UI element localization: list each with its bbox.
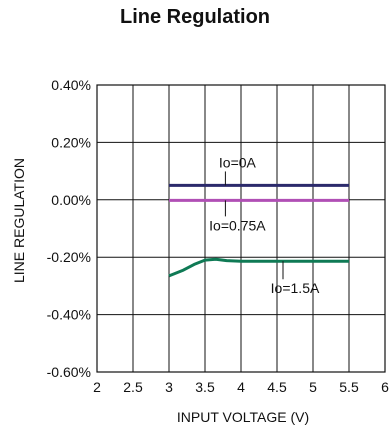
y-tick-labels: 0.40% 0.20% 0.00% -0.20% -0.40% -0.60% — [47, 77, 91, 380]
x-tick-label: 4 — [237, 379, 245, 395]
series-line-3 — [168, 257, 349, 278]
annotations: Io=0A Io=0.75A Io=1.5A — [209, 154, 320, 296]
series-annotation-3: Io=1.5A — [271, 280, 320, 296]
x-tick-labels: 2 2.5 3 3.5 4 4.5 5 5.5 6 — [93, 379, 389, 395]
x-tick-label: 6 — [381, 379, 389, 395]
x-tick-label: 5.5 — [339, 379, 359, 395]
y-axis-title: LINE REGULATION — [11, 158, 27, 283]
y-tick-label: 0.00% — [51, 192, 91, 208]
chart-title: Line Regulation — [120, 6, 270, 28]
series-annotation-2: Io=0.75A — [209, 217, 266, 233]
x-tick-label: 3.5 — [195, 379, 215, 395]
x-tick-label: 5 — [309, 379, 317, 395]
x-tick-label: 4.5 — [267, 379, 287, 395]
x-tick-label: 3 — [165, 379, 173, 395]
x-axis-title: INPUT VOLTAGE (V) — [177, 409, 309, 425]
series-annotation-1: Io=0A — [219, 154, 257, 170]
x-tick-label: 2 — [93, 379, 101, 395]
y-tick-label: -0.60% — [47, 364, 91, 380]
y-tick-label: 0.40% — [51, 77, 91, 93]
plot-frame — [96, 84, 386, 373]
x-tick-label: 2.5 — [123, 379, 143, 395]
series-group — [168, 183, 349, 278]
y-tick-label: -0.40% — [47, 307, 91, 323]
y-tick-label: 0.20% — [51, 134, 91, 150]
y-tick-label: -0.20% — [47, 249, 91, 265]
